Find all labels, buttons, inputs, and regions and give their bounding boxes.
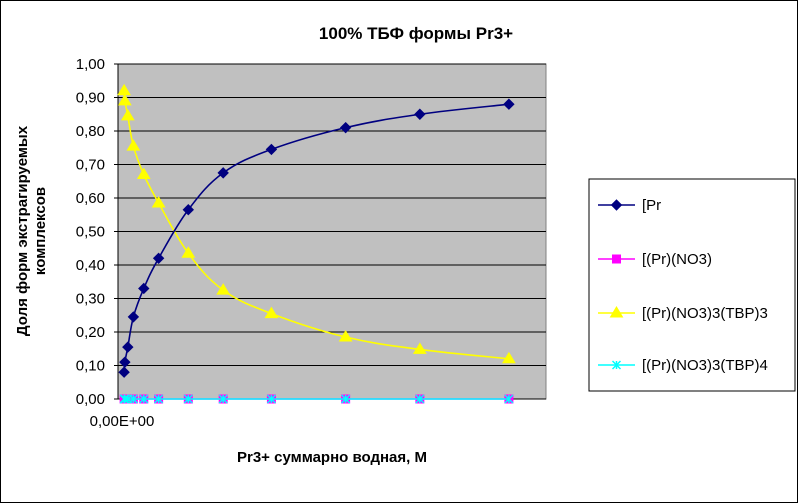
data-point	[414, 108, 426, 120]
data-point	[138, 282, 150, 295]
legend-label: [Pr	[642, 197, 661, 214]
data-point	[117, 93, 132, 106]
data-point	[503, 98, 515, 110]
data-point	[118, 366, 130, 378]
chart-title: 100% ТБФ формы Pr3+	[319, 24, 513, 43]
data-point	[136, 167, 151, 180]
gridlines	[118, 63, 546, 366]
y-tick-label: 0,90	[76, 90, 105, 107]
series-1	[118, 98, 515, 378]
y-tick-label: 0,40	[76, 257, 105, 274]
data-point	[119, 356, 131, 368]
data-point	[266, 394, 276, 404]
data-point	[154, 394, 164, 404]
y-tick-label: 0,00	[76, 391, 105, 408]
series-layer	[117, 83, 516, 404]
legend-label: [(Pr)(NO3)3(TBP)3	[642, 305, 768, 322]
data-point	[609, 306, 624, 318]
legend-label: [(Pr)(NO3)	[642, 251, 712, 268]
data-point	[611, 360, 622, 370]
data-point	[152, 252, 165, 265]
y-tick-label: 1,00	[76, 56, 105, 73]
y-axis-ticks: 0,00 0,10 0,20 0,30 0,40 0,50 0,60 0,70 0,80 0,90…	[76, 56, 118, 408]
data-point	[120, 108, 135, 121]
legend-box	[588, 178, 796, 392]
y-tick-label: 0,10	[76, 358, 105, 375]
data-point	[338, 330, 353, 342]
legend-item: [(Pr)(NO3)	[598, 251, 712, 268]
data-point	[217, 167, 229, 179]
data-point	[412, 342, 427, 354]
y-axis-title-line-1: Доля форм экстрагируемых	[14, 125, 31, 336]
data-point	[128, 394, 138, 404]
data-point	[117, 83, 131, 96]
data-point	[339, 121, 352, 134]
x-tick-label: 0,00E+00	[90, 413, 155, 430]
legend-item: [(Pr)(NO3)3(TBP)3	[598, 305, 768, 322]
x-axis-title: Pr3+ суммарно водная, М	[237, 449, 427, 466]
series-4	[119, 394, 514, 404]
data-point	[610, 199, 623, 211]
legend-label: [(Pr)(NO3)3(TBP)4	[642, 357, 768, 374]
data-point	[122, 341, 134, 353]
data-point	[182, 204, 195, 216]
data-point	[341, 394, 351, 404]
y-tick-label: 0,60	[76, 190, 105, 207]
legend-item: [Pr	[598, 197, 661, 214]
y-axis-title-group: Доля форм экстрагируемых комплексов	[14, 125, 49, 336]
data-point	[415, 394, 425, 404]
y-tick-label: 0,80	[76, 123, 105, 140]
data-point	[264, 306, 279, 319]
data-point	[181, 246, 196, 258]
data-point	[504, 394, 514, 404]
data-point	[502, 351, 516, 364]
data-point	[218, 394, 228, 404]
y-tick-label: 0,30	[76, 291, 105, 308]
data-point	[265, 143, 278, 156]
data-point	[183, 394, 193, 404]
data-point	[612, 254, 621, 264]
y-axis-title-line-2: комплексов	[32, 187, 49, 275]
y-tick-label: 0,70	[76, 157, 105, 174]
data-point	[216, 283, 231, 295]
data-point	[139, 394, 149, 404]
legend: [Pr [(Pr)(NO3) [(Pr)(NO3)3(TBP)3 [(Pr)(NO3)…	[598, 197, 768, 374]
data-point	[151, 196, 166, 208]
data-point	[127, 311, 140, 323]
data-point	[126, 139, 141, 151]
legend-item: [(Pr)(NO3)3(TBP)4	[598, 357, 768, 374]
y-tick-label: 0,50	[76, 224, 105, 241]
series-3	[117, 83, 516, 364]
y-tick-label: 0,20	[76, 324, 105, 341]
